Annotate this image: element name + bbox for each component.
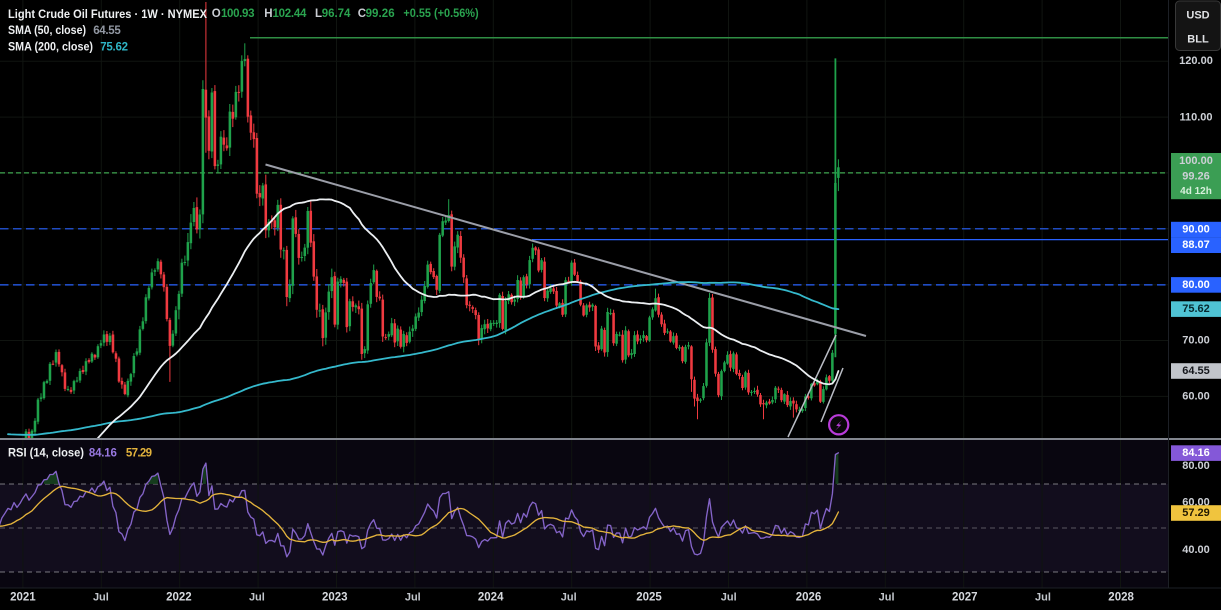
- svg-text:Jul: Jul: [405, 592, 421, 604]
- svg-text:100.00: 100.00: [1179, 155, 1213, 167]
- svg-text:Light Crude Oil Futures · 1W ·: Light Crude Oil Futures · 1W · NYMEX O100…: [8, 7, 479, 21]
- svg-text:70.00: 70.00: [1182, 335, 1210, 347]
- svg-text:Jul: Jul: [561, 592, 577, 604]
- svg-text:64.55: 64.55: [1182, 365, 1210, 377]
- svg-text:88.07: 88.07: [1182, 239, 1210, 251]
- svg-text:120.00: 120.00: [1179, 55, 1213, 67]
- svg-text:Jul: Jul: [1035, 592, 1051, 604]
- svg-text:2021: 2021: [10, 592, 36, 604]
- svg-text:2025: 2025: [636, 592, 662, 604]
- svg-text:90.00: 90.00: [1182, 224, 1210, 236]
- svg-text:84.16: 84.16: [1182, 447, 1210, 459]
- svg-text:4d 12h: 4d 12h: [1180, 186, 1212, 197]
- svg-text:BLL: BLL: [1187, 34, 1209, 46]
- svg-text:2026: 2026: [796, 592, 822, 604]
- svg-text:2023: 2023: [322, 592, 348, 604]
- svg-text:2028: 2028: [1108, 592, 1134, 604]
- svg-text:SMA (200, close)75.62: SMA (200, close) 75.62: [8, 42, 128, 54]
- svg-text:40.00: 40.00: [1182, 544, 1210, 556]
- svg-text:99.26: 99.26: [1182, 171, 1210, 183]
- svg-text:Jul: Jul: [879, 592, 895, 604]
- svg-text:2024: 2024: [478, 592, 504, 604]
- svg-text:Jul: Jul: [249, 592, 265, 604]
- svg-text:80.00: 80.00: [1182, 279, 1210, 291]
- svg-text:75.62: 75.62: [1182, 303, 1210, 315]
- svg-text:SMA (50, close)64.55: SMA (50, close) 64.55: [8, 25, 121, 37]
- svg-text:80.00: 80.00: [1182, 460, 1210, 472]
- svg-text:57.29: 57.29: [1182, 507, 1210, 519]
- svg-text:60.00: 60.00: [1182, 390, 1210, 402]
- svg-text:2027: 2027: [952, 592, 978, 604]
- svg-text:2022: 2022: [166, 592, 192, 604]
- svg-text:Jul: Jul: [721, 592, 737, 604]
- svg-text:USD: USD: [1186, 10, 1209, 22]
- svg-text:Jul: Jul: [93, 592, 109, 604]
- svg-text:110.00: 110.00: [1179, 111, 1212, 123]
